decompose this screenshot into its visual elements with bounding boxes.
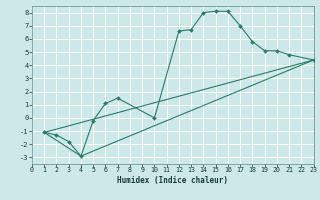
X-axis label: Humidex (Indice chaleur): Humidex (Indice chaleur) [117, 176, 228, 185]
